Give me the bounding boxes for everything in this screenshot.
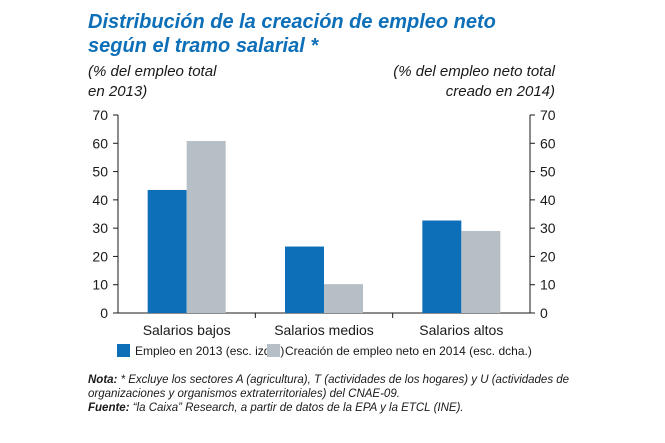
left-axis-caption-line-2: en 2013)	[88, 83, 148, 100]
bar-empleo-2013	[147, 189, 187, 313]
right-axis-caption: (% del empleo neto total creado en 2014)	[393, 62, 555, 102]
bar-creacion-2014	[461, 230, 501, 313]
chart-title-line-1: Distribución de la creación de empleo ne…	[88, 11, 496, 33]
note-label: Nota:	[88, 374, 118, 386]
right-y-tick-label: 60	[540, 135, 556, 151]
left-y-tick-label: 0	[100, 305, 108, 321]
legend-swatch	[267, 344, 280, 357]
source-label: Fuente:	[88, 402, 130, 414]
x-tick-label: Salarios altos	[419, 322, 503, 338]
bar-empleo-2013	[422, 220, 462, 313]
right-y-tick-label: 40	[540, 192, 556, 208]
bar-empleo-2013	[285, 246, 324, 313]
source-line: Fuente: “la Caixa” Research, a partir de…	[88, 401, 648, 415]
bar-creacion-2014	[186, 141, 226, 313]
right-y-tick-label: 0	[540, 305, 548, 321]
x-tick-label: Salarios bajos	[143, 322, 231, 338]
source-text: “la Caixa” Research, a partir de datos d…	[129, 402, 464, 414]
left-y-tick-label: 30	[92, 220, 108, 236]
left-y-tick-label: 70	[92, 107, 108, 123]
right-axis-caption-line-2: creado en 2014)	[445, 83, 555, 100]
left-y-tick-label: 10	[92, 277, 108, 293]
x-tick-label: Salarios medios	[274, 322, 374, 338]
right-y-tick-label: 50	[540, 164, 556, 180]
left-y-tick-label: 40	[92, 192, 108, 208]
right-axis-caption-line-1: (% del empleo neto total	[393, 63, 555, 80]
left-axis-caption: (% del empleo total en 2013)	[88, 62, 216, 102]
left-y-tick-label: 50	[92, 164, 108, 180]
left-y-tick-label: 60	[92, 135, 108, 151]
right-y-tick-label: 70	[540, 107, 556, 123]
bar-creacion-2014	[324, 284, 363, 313]
right-y-tick-label: 10	[540, 277, 556, 293]
right-y-tick-label: 30	[540, 220, 556, 236]
note-text: * Excluye los sectores A (agricultura), …	[88, 374, 570, 400]
chart-title: Distribución de la creación de empleo ne…	[88, 10, 648, 58]
legend-label: Creación de empleo neto en 2014 (esc. dc…	[285, 344, 532, 358]
left-y-tick-label: 20	[92, 248, 108, 264]
note-line: Nota: * Excluye los sectores A (agricult…	[88, 373, 648, 401]
chart-title-line-2: según el tramo salarial *	[88, 35, 319, 57]
legend-label: Empleo en 2013 (esc. izda.)	[135, 344, 284, 358]
legend-swatch	[117, 344, 130, 357]
left-axis-caption-line-1: (% del empleo total	[88, 63, 217, 80]
right-y-tick-label: 20	[540, 248, 556, 264]
chart-notes: Nota: * Excluye los sectores A (agricult…	[88, 373, 648, 415]
